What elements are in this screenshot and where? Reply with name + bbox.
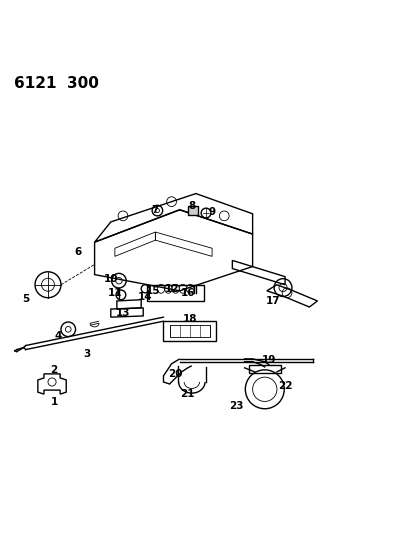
Text: 13: 13 <box>116 308 130 318</box>
Text: 18: 18 <box>182 314 197 324</box>
Text: 15: 15 <box>146 286 161 296</box>
Text: 11: 11 <box>108 288 122 298</box>
Text: 17: 17 <box>266 296 280 306</box>
Text: 6121  300: 6121 300 <box>13 76 98 91</box>
Text: 2: 2 <box>51 365 58 375</box>
Text: 8: 8 <box>188 201 195 211</box>
Text: 4: 4 <box>54 331 62 341</box>
Text: 6: 6 <box>75 247 82 257</box>
Text: 14: 14 <box>138 292 153 302</box>
Text: 16: 16 <box>181 288 195 298</box>
Text: 1: 1 <box>51 397 58 407</box>
Text: 7: 7 <box>152 205 159 215</box>
Text: 23: 23 <box>229 401 244 411</box>
Text: 3: 3 <box>83 349 90 359</box>
Text: 9: 9 <box>208 207 216 217</box>
Text: 5: 5 <box>22 294 29 304</box>
FancyBboxPatch shape <box>188 206 198 215</box>
Text: 21: 21 <box>181 389 195 399</box>
Text: 10: 10 <box>104 274 118 285</box>
Text: 20: 20 <box>169 369 183 379</box>
Text: 12: 12 <box>164 284 179 294</box>
Text: 22: 22 <box>278 381 292 391</box>
Text: 19: 19 <box>262 354 276 365</box>
